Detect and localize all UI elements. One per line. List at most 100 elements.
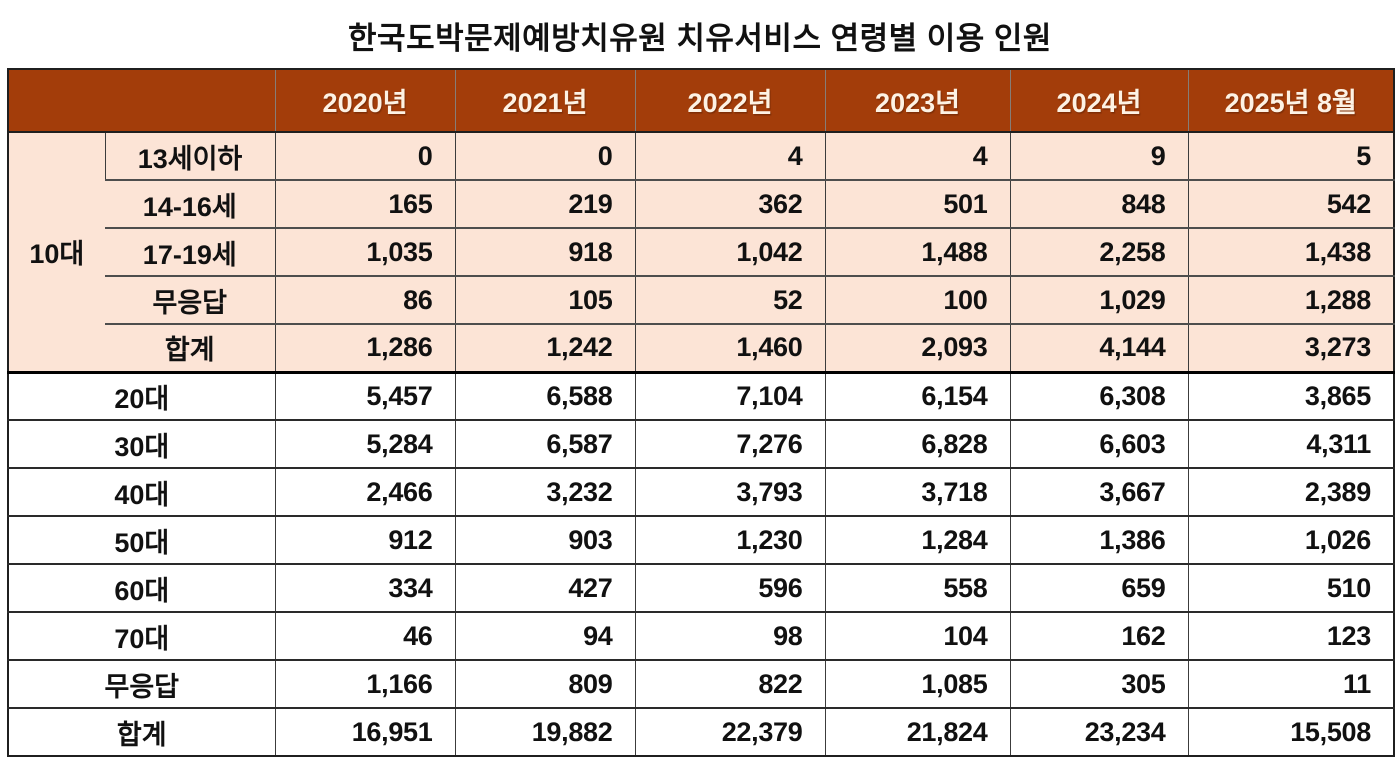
age-row: 70대 46 94 98 104 162 123 xyxy=(8,611,1394,660)
value-cell: 1,026 xyxy=(1187,515,1394,564)
value-cell: 918 xyxy=(454,227,635,276)
value-cell: 596 xyxy=(634,563,825,612)
value-cell: 22,379 xyxy=(634,707,825,756)
value-cell: 1,166 xyxy=(274,659,455,708)
value-cell: 1,386 xyxy=(1009,515,1188,564)
value-cell: 6,603 xyxy=(1009,419,1188,468)
year-header-2025-08: 2025년 8월 xyxy=(1187,69,1394,133)
value-cell: 3,273 xyxy=(1187,323,1394,372)
value-cell: 0 xyxy=(454,131,635,180)
corner-cell xyxy=(8,69,275,133)
row-label: 무응답 xyxy=(8,659,275,708)
value-cell: 46 xyxy=(274,611,455,660)
value-cell: 86 xyxy=(274,275,455,324)
teen-group-cell: 10대 xyxy=(8,131,105,372)
value-cell: 104 xyxy=(824,611,1010,660)
value-cell: 501 xyxy=(824,179,1010,228)
value-cell: 6,587 xyxy=(454,419,635,468)
value-cell: 1,460 xyxy=(634,323,825,372)
value-cell: 2,389 xyxy=(1187,467,1394,516)
year-header-2024: 2024년 xyxy=(1009,69,1188,133)
age-usage-table: 2020년 2021년 2022년 2023년 2024년 2025년 8월 1… xyxy=(7,68,1395,757)
year-header-2020: 2020년 xyxy=(274,69,455,133)
row-label: 17-19세 xyxy=(105,227,275,276)
row-label: 14-16세 xyxy=(105,179,275,228)
age-row: 60대 334 427 596 558 659 510 xyxy=(8,563,1394,612)
value-cell: 4 xyxy=(824,131,1010,180)
value-cell: 3,865 xyxy=(1187,370,1394,420)
value-cell: 123 xyxy=(1187,611,1394,660)
value-cell: 0 xyxy=(274,131,455,180)
value-cell: 5 xyxy=(1187,131,1394,180)
year-header-2022: 2022년 xyxy=(634,69,825,133)
value-cell: 1,488 xyxy=(824,227,1010,276)
value-cell: 7,276 xyxy=(634,419,825,468)
row-label: 50대 xyxy=(8,515,275,564)
value-cell: 912 xyxy=(274,515,455,564)
age-row: 30대 5,284 6,587 7,276 6,828 6,603 4,311 xyxy=(8,419,1394,468)
age-row: 20대 5,457 6,588 7,104 6,154 6,308 3,865 xyxy=(8,370,1394,420)
value-cell: 1,029 xyxy=(1009,275,1188,324)
value-cell: 1,288 xyxy=(1187,275,1394,324)
year-header-2021: 2021년 xyxy=(454,69,635,133)
value-cell: 3,718 xyxy=(824,467,1010,516)
value-cell: 848 xyxy=(1009,179,1188,228)
value-cell: 3,793 xyxy=(634,467,825,516)
value-cell: 165 xyxy=(274,179,455,228)
value-cell: 16,951 xyxy=(274,707,455,756)
row-label: 합계 xyxy=(8,707,275,756)
value-cell: 7,104 xyxy=(634,370,825,420)
value-cell: 2,258 xyxy=(1009,227,1188,276)
value-cell: 4 xyxy=(634,131,825,180)
value-cell: 1,438 xyxy=(1187,227,1394,276)
value-cell: 15,508 xyxy=(1187,707,1394,756)
value-cell: 98 xyxy=(634,611,825,660)
value-cell: 105 xyxy=(454,275,635,324)
value-cell: 11 xyxy=(1187,659,1394,708)
teen-sub-row: 17-19세 1,035 918 1,042 1,488 2,258 1,438 xyxy=(8,227,1394,276)
teen-sub-row: 합계 1,286 1,242 1,460 2,093 4,144 3,273 xyxy=(8,323,1394,372)
value-cell: 6,588 xyxy=(454,370,635,420)
value-cell: 1,085 xyxy=(824,659,1010,708)
row-label: 무응답 xyxy=(105,275,275,324)
table-body: 10대 13세이하 0 0 4 4 9 5 14-16세 165 219 362 501 848 542 17… xyxy=(8,131,1394,756)
value-cell: 334 xyxy=(274,563,455,612)
value-cell: 3,667 xyxy=(1009,467,1188,516)
teen-sub-row: 14-16세 165 219 362 501 848 542 xyxy=(8,179,1394,228)
value-cell: 162 xyxy=(1009,611,1188,660)
row-label: 70대 xyxy=(8,611,275,660)
value-cell: 94 xyxy=(454,611,635,660)
value-cell: 9 xyxy=(1009,131,1188,180)
row-label: 20대 xyxy=(8,370,275,420)
age-row: 무응답 1,166 809 822 1,085 305 11 xyxy=(8,659,1394,708)
year-header-2023: 2023년 xyxy=(824,69,1010,133)
teen-sub-row: 무응답 86 105 52 100 1,029 1,288 xyxy=(8,275,1394,324)
value-cell: 219 xyxy=(454,179,635,228)
row-label: 합계 xyxy=(105,323,275,372)
value-cell: 558 xyxy=(824,563,1010,612)
value-cell: 510 xyxy=(1187,563,1394,612)
value-cell: 1,286 xyxy=(274,323,455,372)
value-cell: 6,828 xyxy=(824,419,1010,468)
value-cell: 659 xyxy=(1009,563,1188,612)
row-label: 13세이하 xyxy=(104,131,275,180)
age-row: 50대 912 903 1,230 1,284 1,386 1,026 xyxy=(8,515,1394,564)
value-cell: 4,144 xyxy=(1009,323,1188,372)
value-cell: 1,035 xyxy=(274,227,455,276)
value-cell: 6,154 xyxy=(824,370,1010,420)
page-title: 한국도박문제예방치유원 치유서비스 연령별 이용 인원 xyxy=(348,21,1052,56)
value-cell: 6,308 xyxy=(1009,370,1188,420)
value-cell: 1,042 xyxy=(634,227,825,276)
value-cell: 1,242 xyxy=(454,323,635,372)
value-cell: 809 xyxy=(454,659,635,708)
value-cell: 4,311 xyxy=(1187,419,1394,468)
value-cell: 5,284 xyxy=(274,419,455,468)
value-cell: 21,824 xyxy=(824,707,1010,756)
age-row: 합계 16,951 19,882 22,379 21,824 23,234 15,508 xyxy=(8,707,1394,756)
value-cell: 1,230 xyxy=(634,515,825,564)
value-cell: 3,232 xyxy=(454,467,635,516)
value-cell: 19,882 xyxy=(454,707,635,756)
row-label: 30대 xyxy=(8,419,275,468)
value-cell: 542 xyxy=(1187,179,1394,228)
value-cell: 100 xyxy=(824,275,1010,324)
